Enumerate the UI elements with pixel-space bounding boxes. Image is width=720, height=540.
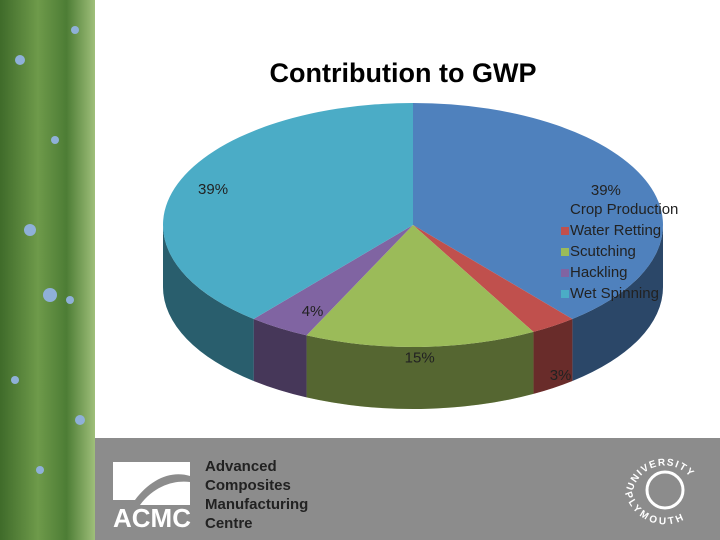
university-emblem: [645, 470, 685, 510]
legend-label: Scutching: [570, 243, 636, 260]
data-label: 39%: [198, 181, 228, 198]
slice: [413, 103, 664, 320]
legend-swatch: [561, 290, 569, 298]
legend-swatch: [561, 248, 569, 256]
footer-line: Manufacturing: [205, 496, 308, 513]
legend-swatch: [561, 227, 569, 235]
acmc-logo-shape: [113, 462, 190, 505]
slice-side-shade: [572, 225, 663, 382]
legend-swatch: [561, 269, 569, 277]
legend-label: Crop Production: [570, 201, 678, 218]
slice-side-shade: [306, 331, 534, 409]
grass-strip: [0, 0, 95, 540]
legend-label: Hackling: [570, 264, 628, 281]
data-label: 4%: [302, 303, 324, 320]
chart-title: Contribution to GWP: [270, 58, 537, 88]
footer-line: Centre: [205, 515, 253, 532]
pie: 39% 3% 15% 4% 39%: [163, 103, 664, 409]
slice-side: [306, 331, 534, 409]
data-label: 39%: [591, 182, 621, 199]
footer-line: Composites: [205, 477, 291, 494]
footer-bar: [95, 438, 720, 540]
slice: [306, 225, 534, 347]
data-label: 3%: [550, 367, 572, 384]
legend-swatch: [561, 206, 569, 214]
slice-side-shade: [163, 225, 254, 382]
slice-side-shade: [253, 319, 307, 398]
legend-label: Wet Spinning: [570, 285, 659, 302]
slice: [413, 225, 573, 332]
slice: [253, 225, 413, 336]
slice-side-shade: [533, 319, 573, 394]
slice-side: [533, 319, 573, 394]
slice: [163, 103, 413, 320]
logo-text: ACMC: [113, 503, 191, 533]
slice-side: [163, 225, 254, 382]
legend: Crop Production Water Retting Scutching Hac…: [561, 201, 678, 302]
flower-dots: [11, 26, 85, 474]
legend-label: Water Retting: [570, 222, 661, 239]
slice-side: [253, 319, 307, 398]
footer-line: Advanced: [205, 458, 277, 475]
data-label: 15%: [405, 350, 435, 367]
slice-side: [572, 225, 663, 382]
